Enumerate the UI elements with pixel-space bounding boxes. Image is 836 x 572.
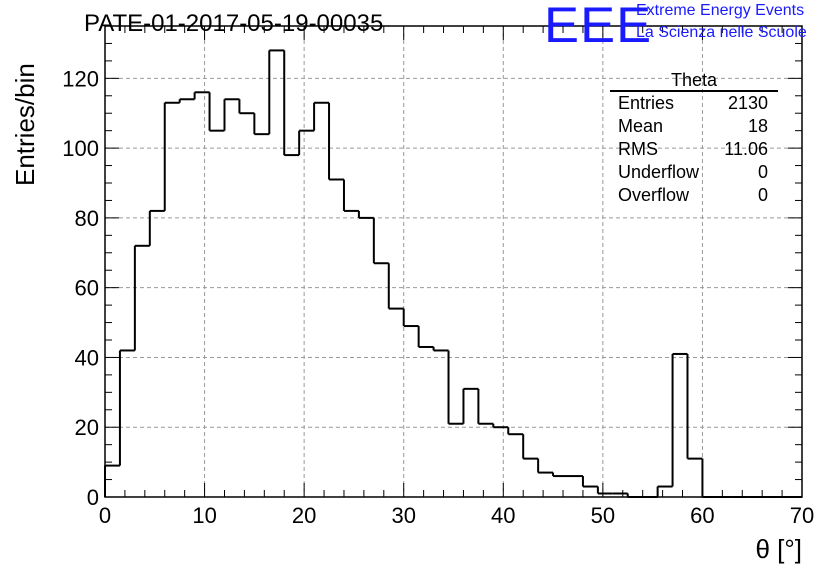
stats-key: RMS xyxy=(618,139,658,159)
chart-title: PATE-01-2017-05-19-00035 xyxy=(84,10,384,37)
x-axis-label: θ [°] xyxy=(755,534,802,564)
stats-row-rms: RMS 11.06 xyxy=(618,138,768,160)
x-tick-label: 0 xyxy=(99,503,111,528)
plot-frame xyxy=(104,25,803,498)
y-axis-label: Entries/bin xyxy=(10,63,40,186)
stats-row-mean: Mean 18 xyxy=(618,115,768,137)
stats-key: Underflow xyxy=(618,162,700,182)
x-tick-label: 70 xyxy=(790,503,814,528)
stats-box: Theta Entries 2130 Mean 18 RMS 11.06 Und… xyxy=(610,70,778,205)
x-tick-label: 50 xyxy=(591,503,615,528)
grid-lines xyxy=(105,26,802,497)
stats-title: Theta xyxy=(670,70,718,90)
x-tick-label: 30 xyxy=(391,503,415,528)
stats-title-underline xyxy=(610,90,778,92)
stats-value: 11.06 xyxy=(724,139,768,159)
y-tick-label: 120 xyxy=(62,66,99,91)
y-tick-label: 100 xyxy=(62,136,99,161)
stats-value: 2130 xyxy=(727,93,768,113)
eee-logo: EEE xyxy=(544,0,653,53)
stats-key: Entries xyxy=(618,93,675,113)
logo-line-1: Extreme Energy Events xyxy=(636,2,805,19)
y-tick-label: 0 xyxy=(87,485,99,510)
stats-row-underflow: Underflow 0 xyxy=(618,161,768,183)
x-tick-label: 40 xyxy=(491,503,515,528)
y-tick-label: 20 xyxy=(75,415,99,440)
axis-ticks xyxy=(104,25,803,498)
x-tick-label: 20 xyxy=(292,503,316,528)
stats-key: Overflow xyxy=(618,185,690,205)
stats-value: 0 xyxy=(757,162,768,182)
y-tick-label: 60 xyxy=(75,276,99,301)
y-tick-label: 80 xyxy=(75,206,99,231)
x-tick-label: 10 xyxy=(192,503,216,528)
stats-row-entries: Entries 2130 xyxy=(618,92,768,114)
stats-row-overflow: Overflow 0 xyxy=(618,184,768,206)
stats-key: Mean xyxy=(618,116,664,136)
x-tick-label: 60 xyxy=(690,503,714,528)
logo-line-2: La Scienza nelle Scuole xyxy=(636,24,807,41)
y-tick-label: 40 xyxy=(75,345,99,370)
axis-tick-labels: 0 10 20 30 40 50 60 70 0 20 40 60 80 100 120 xyxy=(62,66,814,528)
stats-value: 0 xyxy=(757,185,768,205)
stats-value: 18 xyxy=(747,116,768,136)
